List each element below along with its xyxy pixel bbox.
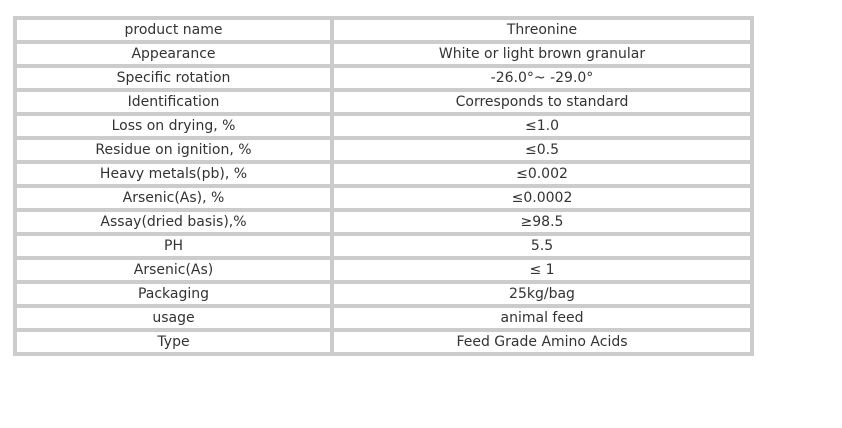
spec-value: ≤0.002	[330, 160, 754, 188]
spec-value: ≤1.0	[330, 112, 754, 140]
table-row: Arsenic(As) ≤ 1	[13, 256, 754, 284]
spec-value: animal feed	[330, 304, 754, 332]
spec-value: Threonine	[330, 16, 754, 44]
spec-label: PH	[13, 232, 334, 260]
table-row: Appearance White or light brown granular	[13, 40, 754, 68]
table-row: Specific rotation -26.0°~ -29.0°	[13, 64, 754, 92]
spec-value: 5.5	[330, 232, 754, 260]
table-row: Heavy metals(pb), % ≤0.002	[13, 160, 754, 188]
spec-table-body: product name Threonine Appearance White or …	[13, 16, 754, 356]
spec-value: ≤ 1	[330, 256, 754, 284]
spec-label: Loss on drying, %	[13, 112, 334, 140]
table-row: Assay(dried basis),% ≥98.5	[13, 208, 754, 236]
table-row: PH 5.5	[13, 232, 754, 260]
table-row: Residue on ignition, % ≤0.5	[13, 136, 754, 164]
table-row: Type Feed Grade Amino Acids	[13, 328, 754, 356]
spec-label: product name	[13, 16, 334, 44]
spec-label: Heavy metals(pb), %	[13, 160, 334, 188]
spec-label: Type	[13, 328, 334, 356]
spec-value: ≥98.5	[330, 208, 754, 236]
spec-label: Appearance	[13, 40, 334, 68]
spec-value: -26.0°~ -29.0°	[330, 64, 754, 92]
table-row: Loss on drying, % ≤1.0	[13, 112, 754, 140]
spec-value: ≤0.5	[330, 136, 754, 164]
spec-value: Corresponds to standard	[330, 88, 754, 116]
spec-label: Arsenic(As), %	[13, 184, 334, 212]
spec-label: Arsenic(As)	[13, 256, 334, 284]
spec-value: 25kg/bag	[330, 280, 754, 308]
table-row: Packaging 25kg/bag	[13, 280, 754, 308]
spec-label: usage	[13, 304, 334, 332]
spec-label: Residue on ignition, %	[13, 136, 334, 164]
spec-label: Assay(dried basis),%	[13, 208, 334, 236]
table-row: usage animal feed	[13, 304, 754, 332]
spec-label: Packaging	[13, 280, 334, 308]
spec-label: Identification	[13, 88, 334, 116]
spec-value: White or light brown granular	[330, 40, 754, 68]
table-row: Arsenic(As), % ≤0.0002	[13, 184, 754, 212]
spec-value: Feed Grade Amino Acids	[330, 328, 754, 356]
spec-label: Specific rotation	[13, 64, 334, 92]
spec-value: ≤0.0002	[330, 184, 754, 212]
table-row: Identification Corresponds to standard	[13, 88, 754, 116]
product-spec-table: product name Threonine Appearance White or …	[13, 16, 754, 356]
table-row: product name Threonine	[13, 16, 754, 44]
